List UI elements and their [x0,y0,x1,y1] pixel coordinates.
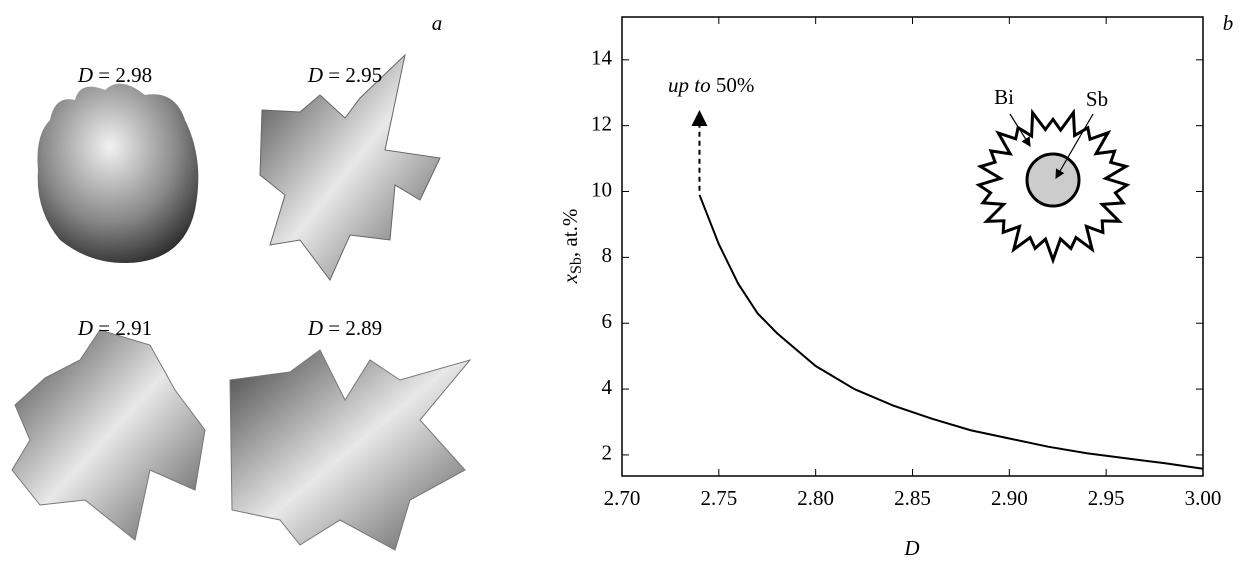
y-tick-label: 8 [602,243,613,267]
x-tick-label: 2.70 [604,486,641,510]
panel-label: b [1223,11,1234,35]
y-label-rest: , at.% [558,209,582,257]
x-tick-label: 2.75 [700,486,737,510]
x-axis-label: D [903,536,919,560]
cluster-label: D = 2.89 [307,316,382,340]
x-tick-label: 2.80 [797,486,834,510]
cluster-label-value: = 2.95 [328,63,382,87]
y-tick-label: 4 [602,375,613,399]
inset-label: Sb [1086,87,1108,111]
y-axis-label: xSb, at.% [558,209,585,285]
cluster-label: D = 2.91 [77,316,152,340]
data-line [698,194,1204,470]
cluster-label-value: = 2.89 [328,316,382,340]
annotation-text: 50% [716,73,755,97]
cluster-image [37,83,199,264]
cluster-label-var: D [307,63,323,87]
y-tick-label: 2 [602,441,613,465]
inset-label: Bi [994,85,1014,109]
cluster-image [11,329,206,541]
inset: Bi Sb [975,85,1131,265]
inset-arrow [1055,113,1094,180]
inset-arrow [1009,113,1031,148]
cluster-label: D = 2.95 [307,63,382,87]
annotation-italic: up to [668,73,711,97]
y-tick-label: 14 [591,46,613,70]
cluster-label-value: = 2.98 [98,63,152,87]
x-tick-label: 3.00 [1185,486,1222,510]
cluster-label-value: = 2.91 [98,316,152,340]
x-tick-label: 2.95 [1088,486,1125,510]
y-label-sub: Sb [568,257,585,274]
cluster-image [229,349,472,551]
y-tick-label: 10 [591,177,612,201]
panel-label: a [432,11,443,35]
inset-bi-shell [975,108,1131,265]
y-tick-label: 6 [602,309,613,333]
y-label-var: x [558,273,582,284]
cluster-label-var: D [77,63,93,87]
y-tick-label: 12 [591,111,612,135]
annotation: up to 50% [668,73,754,97]
cluster-label-var: D [77,316,93,340]
inset-sb-core [1025,152,1081,208]
cluster-image [259,53,441,281]
x-tick-label: 2.85 [894,486,931,510]
x-tick-label: 2.90 [991,486,1028,510]
cluster-label-var: D [307,316,323,340]
panel-a: a [11,11,472,551]
cluster-label: D = 2.98 [77,63,152,87]
